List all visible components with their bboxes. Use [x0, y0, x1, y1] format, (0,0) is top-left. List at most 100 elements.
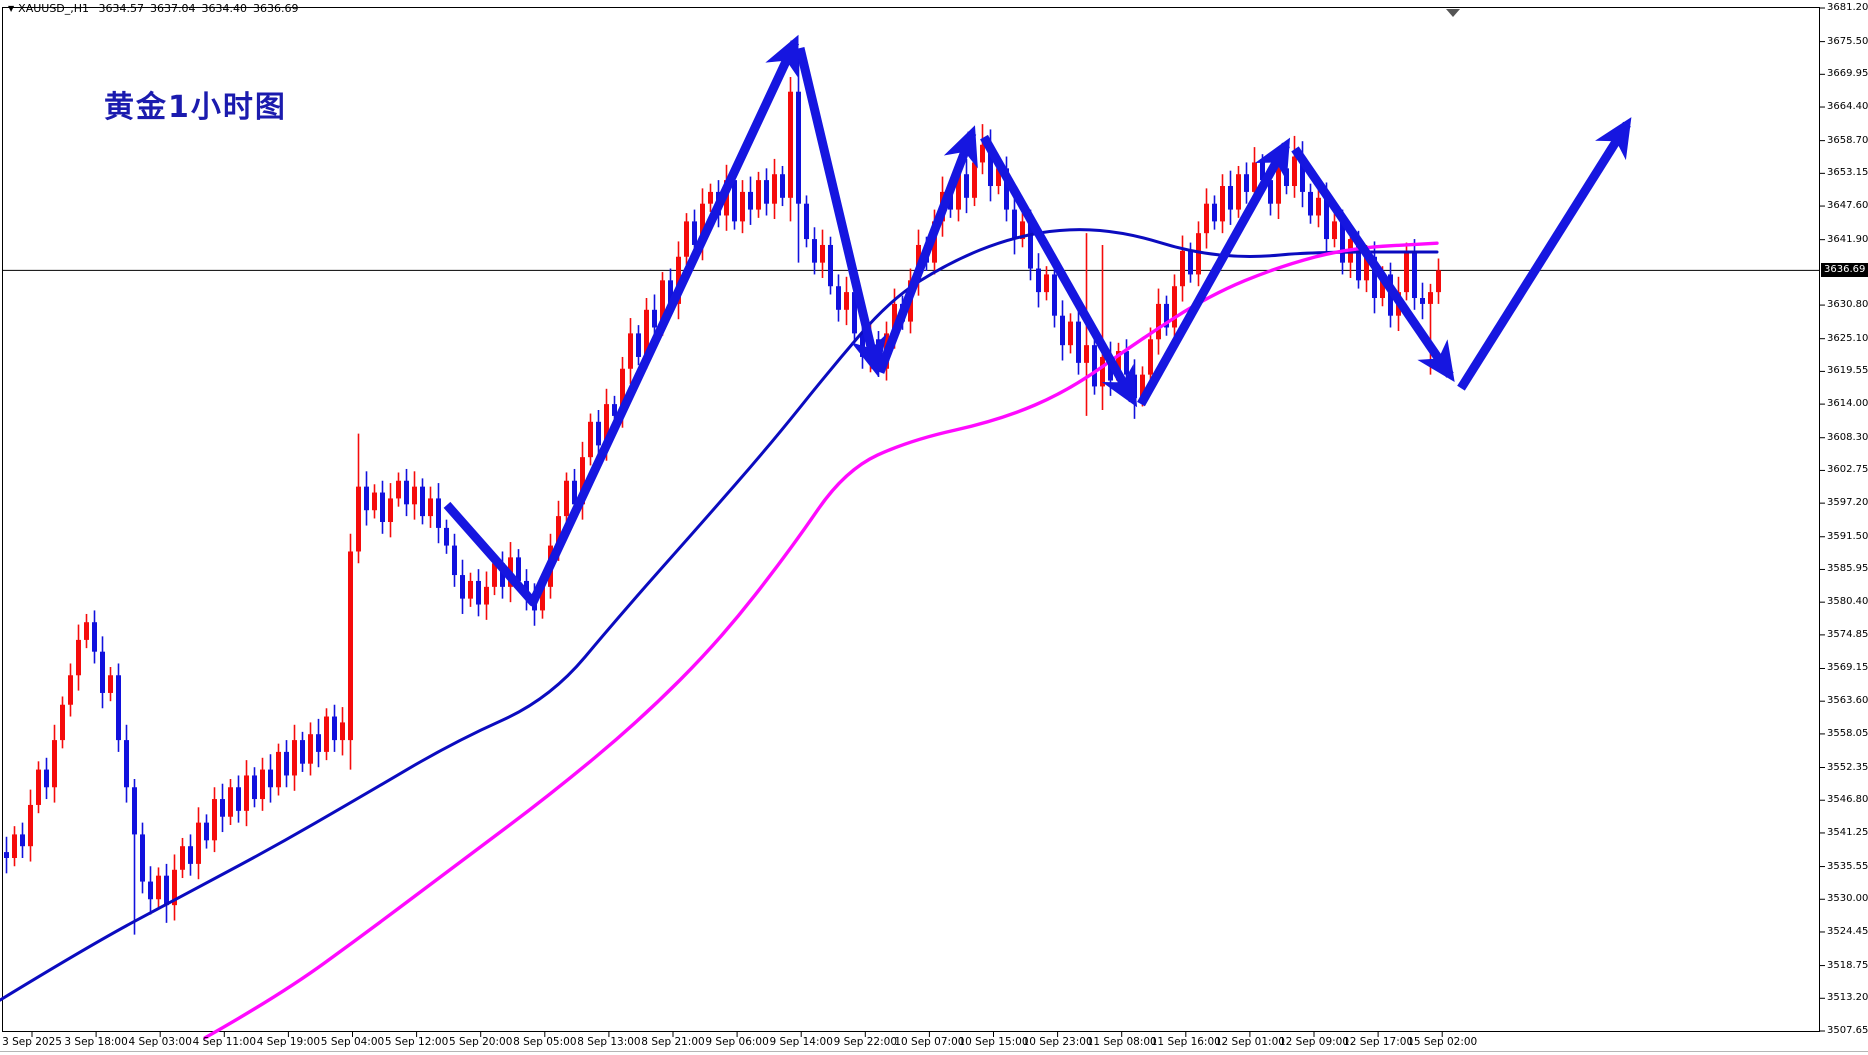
price-axis-label: 3614.00 [1827, 398, 1868, 410]
symbol-label: XAUUSD_,H1 [18, 2, 90, 15]
candle [1076, 309, 1081, 375]
candle [268, 754, 273, 803]
candle [76, 624, 81, 691]
candle [188, 834, 193, 876]
trend-arrow[interactable] [1457, 117, 1632, 391]
time-axis-label: 12 Sep 17:00 [1343, 1036, 1414, 1048]
candle [12, 826, 17, 867]
candle [1244, 162, 1249, 204]
candle [244, 760, 249, 827]
candle [1212, 195, 1217, 230]
time-axis-label: 5 Sep 12:00 [384, 1036, 449, 1048]
candle [260, 757, 265, 811]
candle [84, 613, 89, 649]
candle [1164, 295, 1169, 336]
price-axis-label: 3597.20 [1827, 497, 1868, 509]
price-axis-label: 3558.05 [1827, 727, 1868, 739]
candle [20, 822, 25, 858]
time-axis-label: 8 Sep 21:00 [641, 1036, 705, 1048]
trend-arrow[interactable] [795, 47, 887, 377]
price-axis-label: 3518.75 [1827, 959, 1868, 971]
time-axis-label: 4 Sep 11:00 [192, 1036, 256, 1048]
candle [972, 154, 977, 207]
ma-fast-blue [0, 228, 1439, 1002]
candle [828, 236, 833, 295]
candle [412, 471, 417, 520]
candle [1196, 221, 1201, 287]
candle [476, 569, 481, 617]
candle [1004, 156, 1009, 222]
candle [148, 866, 153, 915]
candle [324, 708, 329, 761]
candle [500, 551, 505, 599]
candle [204, 814, 209, 849]
candle [284, 740, 289, 788]
chart-title-annotation: 黄金1小时图 [104, 90, 287, 125]
time-axis-label: 3 Sep 18:00 [64, 1036, 128, 1048]
price-axis-label: 3535.55 [1827, 860, 1868, 872]
candle [1020, 213, 1025, 248]
trend-arrow[interactable] [443, 34, 800, 607]
price-axis-label: 3619.55 [1827, 365, 1868, 377]
price-axis-label: 3664.40 [1827, 101, 1868, 113]
candle [4, 836, 9, 874]
candle [196, 807, 201, 880]
candle [428, 486, 433, 528]
candle [108, 667, 113, 702]
time-axis-label: 9 Sep 14:00 [769, 1036, 833, 1048]
price-axis-label: 3602.75 [1827, 464, 1868, 476]
price-axis-label: 3541.25 [1827, 826, 1868, 838]
candle [708, 183, 713, 212]
price-axis-label: 3625.10 [1827, 332, 1868, 344]
trend-arrow[interactable] [1137, 137, 1291, 407]
candle [844, 276, 849, 326]
candle [420, 478, 425, 525]
time-axis-label: 12 Sep 09:00 [1278, 1036, 1350, 1048]
price-axis-label: 3552.35 [1827, 761, 1868, 773]
price-axis-label: 3669.95 [1827, 68, 1868, 80]
candle [1228, 170, 1233, 225]
candle [132, 779, 137, 935]
candle [1092, 336, 1097, 395]
trend-arrow[interactable] [980, 134, 1138, 408]
candle [796, 56, 801, 263]
candle [1044, 266, 1049, 301]
time-axis-label: 5 Sep 20:00 [448, 1036, 513, 1048]
candle [276, 743, 281, 796]
time-axis-label: 9 Sep 22:00 [833, 1036, 897, 1048]
candle [380, 480, 385, 534]
plot-border [2, 7, 1820, 1032]
trend-arrow[interactable] [875, 125, 978, 374]
candle [212, 787, 217, 853]
candle [92, 610, 97, 664]
candle [820, 229, 825, 278]
candle [404, 468, 409, 517]
candle [1204, 188, 1209, 249]
price-axis-label: 3658.70 [1827, 134, 1868, 146]
price-axis-label: 3546.80 [1827, 794, 1868, 806]
candle [1284, 160, 1289, 195]
candle [460, 559, 465, 614]
price-axis-label: 3675.50 [1827, 35, 1868, 47]
trend-arrow[interactable] [1291, 146, 1455, 383]
time-axis-label: 8 Sep 13:00 [577, 1036, 641, 1048]
candle [756, 171, 761, 218]
price-axis-label: 3507.65 [1827, 1025, 1868, 1036]
chart-quote-header: ▼ XAUUSD_,H1 3634.57 3637.04 3634.40 3636.69 [8, 2, 305, 15]
time-axis-label: 4 Sep 03:00 [128, 1036, 192, 1048]
candle [772, 158, 777, 220]
candle [100, 636, 105, 709]
candle [836, 274, 841, 322]
symbol-dropdown-icon: ▼ [8, 4, 15, 13]
price-axis-label: 3641.90 [1827, 233, 1868, 245]
candle [1420, 282, 1425, 320]
price-axis-label: 3563.60 [1827, 695, 1868, 707]
price-axis-label: 3574.85 [1827, 628, 1868, 640]
candle [300, 731, 305, 772]
quote-open: 3634.57 [98, 2, 145, 15]
candle [740, 180, 745, 234]
candle [1148, 327, 1153, 387]
candle [452, 533, 457, 587]
quote-high: 3637.04 [150, 2, 196, 15]
